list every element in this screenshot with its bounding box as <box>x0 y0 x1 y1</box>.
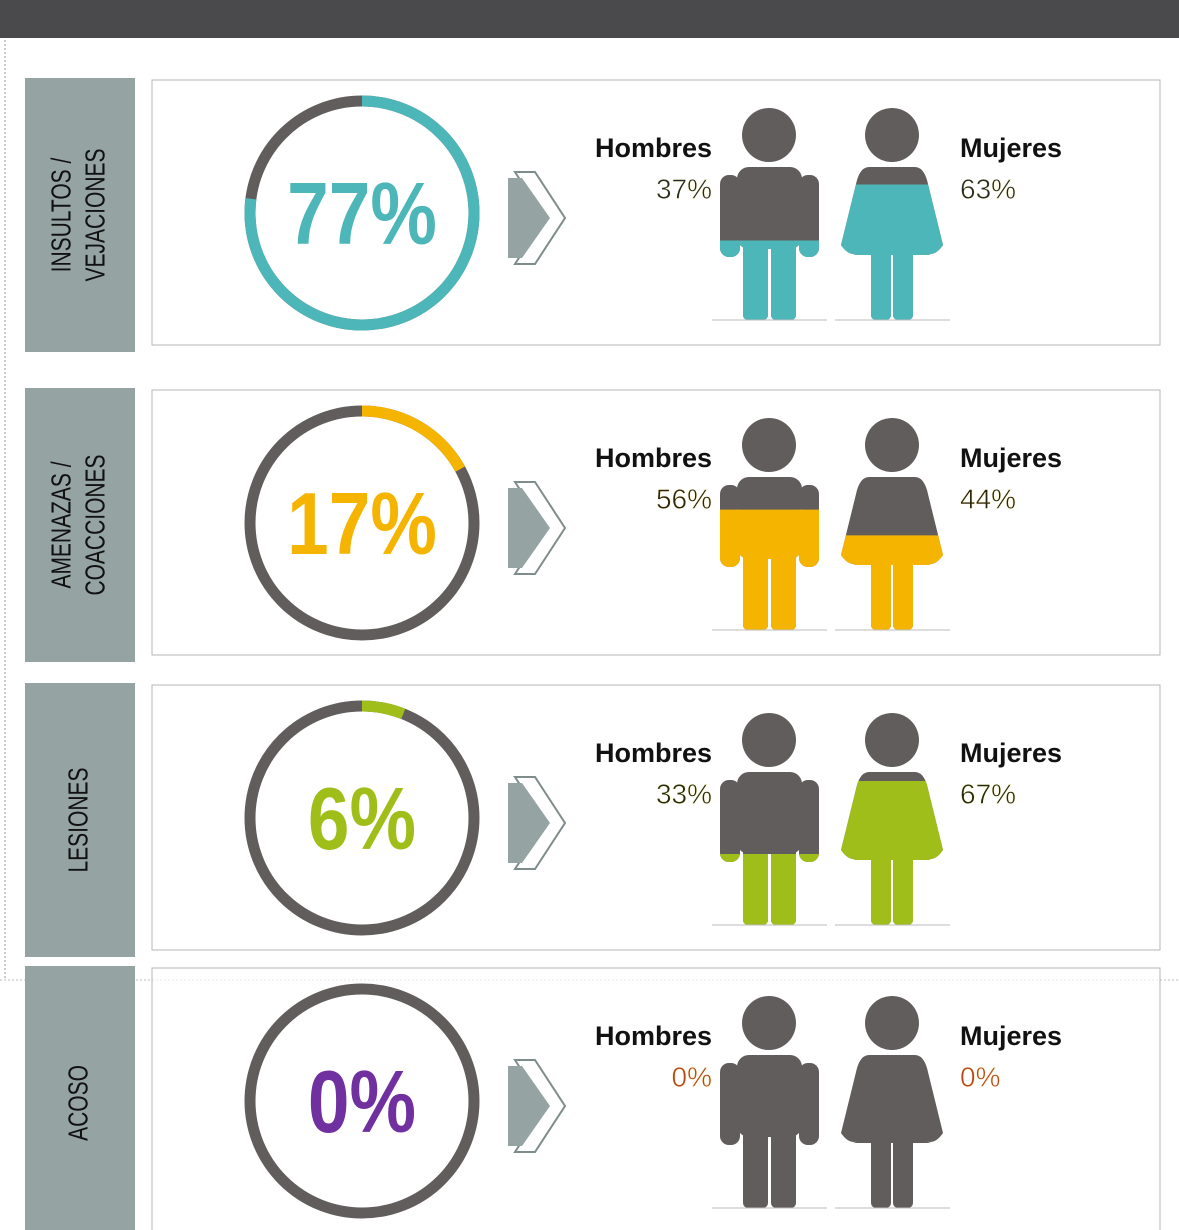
category-label: INSULTOS / <box>47 158 78 273</box>
total-percent: 17% <box>287 476 437 574</box>
head <box>865 713 919 767</box>
donut-arc <box>244 95 480 331</box>
arm <box>720 509 740 567</box>
donut-track <box>244 983 480 1219</box>
leg <box>893 250 913 320</box>
arm <box>799 175 819 257</box>
arm <box>799 780 819 862</box>
donut-arc <box>244 700 480 936</box>
figure <box>720 996 819 1208</box>
leg <box>743 854 768 925</box>
donut-arc <box>244 405 480 641</box>
torso <box>737 1055 802 1137</box>
leg <box>771 553 796 630</box>
arm <box>799 240 819 257</box>
total-percent: 6% <box>308 771 416 869</box>
chevron <box>508 783 550 863</box>
panel <box>151 967 1161 1230</box>
leg <box>743 553 768 630</box>
category-label: ACOSO <box>64 1065 95 1141</box>
arm <box>720 175 740 257</box>
label-box <box>25 78 135 352</box>
figure-fill <box>720 854 819 925</box>
leg <box>871 1138 891 1208</box>
figure-fill <box>841 780 943 925</box>
chevron <box>508 1066 550 1146</box>
torso <box>737 772 802 854</box>
head <box>865 996 919 1050</box>
dress <box>841 780 943 860</box>
category-label: AMENAZAS / <box>47 461 78 588</box>
category-label: COACCIONES <box>81 454 112 595</box>
category-label: VEJACIONES <box>81 149 112 282</box>
group-name: Mujeres <box>960 133 1062 163</box>
group-percent: 63% <box>960 173 1016 204</box>
leg <box>771 1131 796 1208</box>
head <box>865 418 919 472</box>
leg <box>871 855 891 925</box>
arm <box>720 1063 740 1145</box>
group-name: Hombres <box>595 443 712 473</box>
group-percent: 0% <box>672 1061 712 1092</box>
group-percent: 44% <box>960 483 1016 514</box>
leg <box>893 560 913 630</box>
arm <box>799 854 819 862</box>
leg <box>893 1138 913 1208</box>
figure-fill <box>841 184 943 320</box>
label-box <box>25 388 135 662</box>
leg <box>871 560 891 630</box>
dress <box>841 184 943 255</box>
head <box>742 108 796 162</box>
group-percent: 56% <box>656 483 712 514</box>
dress <box>841 535 943 565</box>
torso <box>737 509 802 559</box>
group-percent: 67% <box>960 778 1016 809</box>
figure-fill <box>841 535 943 630</box>
chevron <box>508 488 550 568</box>
head <box>742 996 796 1050</box>
dress <box>841 1055 943 1143</box>
figure-fill <box>720 509 819 630</box>
total-percent: 0% <box>308 1054 416 1152</box>
figure <box>841 996 943 1208</box>
arm <box>799 1063 819 1145</box>
head <box>742 713 796 767</box>
chevron <box>508 178 550 258</box>
label-box <box>25 683 135 957</box>
group-name: Mujeres <box>960 1021 1062 1051</box>
figure-fill <box>720 240 819 320</box>
panel <box>151 684 1161 951</box>
total-percent: 77% <box>287 166 437 264</box>
torso <box>737 167 802 249</box>
label-box <box>25 966 135 1230</box>
group-percent: 0% <box>960 1061 1000 1092</box>
group-percent: 37% <box>656 173 712 204</box>
arm <box>720 854 740 862</box>
leg <box>743 243 768 320</box>
leg <box>771 243 796 320</box>
group-name: Hombres <box>595 133 712 163</box>
group-name: Hombres <box>595 738 712 768</box>
arm <box>799 509 819 567</box>
head <box>865 108 919 162</box>
panel <box>151 389 1161 656</box>
group-name: Hombres <box>595 1021 712 1051</box>
head <box>742 418 796 472</box>
leg <box>871 250 891 320</box>
group-name: Mujeres <box>960 738 1062 768</box>
arm <box>720 780 740 862</box>
group-percent: 33% <box>656 778 712 809</box>
category-label: LESIONES <box>64 768 95 873</box>
leg <box>893 855 913 925</box>
leg <box>743 1131 768 1208</box>
group-name: Mujeres <box>960 443 1062 473</box>
arm <box>720 240 740 257</box>
top-bar <box>0 0 1179 38</box>
leg <box>771 854 796 925</box>
panel <box>151 79 1161 346</box>
